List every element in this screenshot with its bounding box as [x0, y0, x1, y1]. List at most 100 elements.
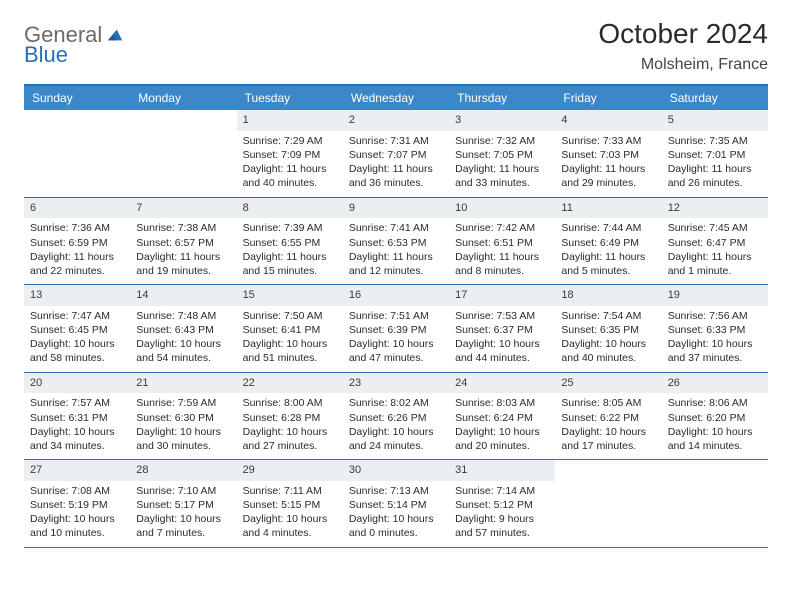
day-cell [662, 460, 768, 547]
day-cell: 29Sunrise: 7:11 AMSunset: 5:15 PMDayligh… [237, 460, 343, 547]
day-body: Sunrise: 7:44 AMSunset: 6:49 PMDaylight:… [555, 218, 661, 284]
daylight-line: Daylight: 10 hours and 7 minutes. [136, 512, 230, 540]
month-title: October 2024 [598, 18, 768, 50]
sunset-line: Sunset: 7:09 PM [243, 148, 337, 162]
sunrise-line: Sunrise: 7:13 AM [349, 484, 443, 498]
day-number: 6 [24, 198, 130, 219]
sunrise-line: Sunrise: 7:45 AM [668, 221, 762, 235]
week-row: 6Sunrise: 7:36 AMSunset: 6:59 PMDaylight… [24, 198, 768, 286]
sunset-line: Sunset: 7:05 PM [455, 148, 549, 162]
day-body: Sunrise: 8:00 AMSunset: 6:28 PMDaylight:… [237, 393, 343, 459]
sunset-line: Sunset: 5:14 PM [349, 498, 443, 512]
day-cell [24, 110, 130, 197]
day-body: Sunrise: 7:10 AMSunset: 5:17 PMDaylight:… [130, 481, 236, 547]
day-number: 7 [130, 198, 236, 219]
daylight-line: Daylight: 10 hours and 0 minutes. [349, 512, 443, 540]
daylight-line: Daylight: 11 hours and 26 minutes. [668, 162, 762, 190]
day-cell: 19Sunrise: 7:56 AMSunset: 6:33 PMDayligh… [662, 285, 768, 372]
sunset-line: Sunset: 6:26 PM [349, 411, 443, 425]
day-cell: 14Sunrise: 7:48 AMSunset: 6:43 PMDayligh… [130, 285, 236, 372]
sunrise-line: Sunrise: 7:57 AM [30, 396, 124, 410]
sunset-line: Sunset: 6:35 PM [561, 323, 655, 337]
calendar-page: General Blue October 2024 Molsheim, Fran… [0, 0, 792, 566]
day-body: Sunrise: 7:33 AMSunset: 7:03 PMDaylight:… [555, 131, 661, 197]
day-cell: 22Sunrise: 8:00 AMSunset: 6:28 PMDayligh… [237, 373, 343, 460]
day-cell: 3Sunrise: 7:32 AMSunset: 7:05 PMDaylight… [449, 110, 555, 197]
day-number: 3 [449, 110, 555, 131]
day-body: Sunrise: 7:31 AMSunset: 7:07 PMDaylight:… [343, 131, 449, 197]
day-number: 2 [343, 110, 449, 131]
sunset-line: Sunset: 6:45 PM [30, 323, 124, 337]
day-number: 17 [449, 285, 555, 306]
day-number: 9 [343, 198, 449, 219]
day-cell: 16Sunrise: 7:51 AMSunset: 6:39 PMDayligh… [343, 285, 449, 372]
sunrise-line: Sunrise: 7:56 AM [668, 309, 762, 323]
header: General Blue October 2024 Molsheim, Fran… [24, 18, 768, 74]
sunrise-line: Sunrise: 7:42 AM [455, 221, 549, 235]
sunrise-line: Sunrise: 7:29 AM [243, 134, 337, 148]
daylight-line: Daylight: 10 hours and 51 minutes. [243, 337, 337, 365]
day-body: Sunrise: 7:36 AMSunset: 6:59 PMDaylight:… [24, 218, 130, 284]
daylight-line: Daylight: 11 hours and 15 minutes. [243, 250, 337, 278]
daylight-line: Daylight: 11 hours and 12 minutes. [349, 250, 443, 278]
sunset-line: Sunset: 6:37 PM [455, 323, 549, 337]
day-body: Sunrise: 8:05 AMSunset: 6:22 PMDaylight:… [555, 393, 661, 459]
day-body: Sunrise: 7:08 AMSunset: 5:19 PMDaylight:… [24, 481, 130, 547]
sunset-line: Sunset: 6:43 PM [136, 323, 230, 337]
day-number: 16 [343, 285, 449, 306]
weekday-header: Thursday [449, 86, 555, 110]
sunset-line: Sunset: 6:59 PM [30, 236, 124, 250]
sunrise-line: Sunrise: 7:10 AM [136, 484, 230, 498]
sunrise-line: Sunrise: 7:53 AM [455, 309, 549, 323]
day-body: Sunrise: 7:57 AMSunset: 6:31 PMDaylight:… [24, 393, 130, 459]
day-body: Sunrise: 7:53 AMSunset: 6:37 PMDaylight:… [449, 306, 555, 372]
sunrise-line: Sunrise: 7:44 AM [561, 221, 655, 235]
day-number: 14 [130, 285, 236, 306]
sunrise-line: Sunrise: 7:41 AM [349, 221, 443, 235]
day-body: Sunrise: 7:51 AMSunset: 6:39 PMDaylight:… [343, 306, 449, 372]
sunset-line: Sunset: 6:57 PM [136, 236, 230, 250]
day-number: 31 [449, 460, 555, 481]
sunset-line: Sunset: 7:01 PM [668, 148, 762, 162]
daylight-line: Daylight: 9 hours and 57 minutes. [455, 512, 549, 540]
day-body: Sunrise: 7:14 AMSunset: 5:12 PMDaylight:… [449, 481, 555, 547]
triangle-icon [106, 26, 124, 44]
daylight-line: Daylight: 11 hours and 5 minutes. [561, 250, 655, 278]
day-number: 22 [237, 373, 343, 394]
day-cell: 24Sunrise: 8:03 AMSunset: 6:24 PMDayligh… [449, 373, 555, 460]
daylight-line: Daylight: 10 hours and 44 minutes. [455, 337, 549, 365]
sunrise-line: Sunrise: 7:38 AM [136, 221, 230, 235]
day-cell: 10Sunrise: 7:42 AMSunset: 6:51 PMDayligh… [449, 198, 555, 285]
day-number: 13 [24, 285, 130, 306]
weekday-header: Sunday [24, 86, 130, 110]
day-body: Sunrise: 7:35 AMSunset: 7:01 PMDaylight:… [662, 131, 768, 197]
day-body: Sunrise: 7:50 AMSunset: 6:41 PMDaylight:… [237, 306, 343, 372]
week-row: 20Sunrise: 7:57 AMSunset: 6:31 PMDayligh… [24, 373, 768, 461]
day-number: 12 [662, 198, 768, 219]
week-row: 13Sunrise: 7:47 AMSunset: 6:45 PMDayligh… [24, 285, 768, 373]
calendar-grid: SundayMondayTuesdayWednesdayThursdayFrid… [24, 84, 768, 548]
sunrise-line: Sunrise: 7:14 AM [455, 484, 549, 498]
weekday-header: Wednesday [343, 86, 449, 110]
day-number: 27 [24, 460, 130, 481]
week-row: 1Sunrise: 7:29 AMSunset: 7:09 PMDaylight… [24, 110, 768, 198]
sunset-line: Sunset: 6:22 PM [561, 411, 655, 425]
day-number: 26 [662, 373, 768, 394]
sunset-line: Sunset: 6:31 PM [30, 411, 124, 425]
daylight-line: Daylight: 10 hours and 34 minutes. [30, 425, 124, 453]
daylight-line: Daylight: 11 hours and 1 minute. [668, 250, 762, 278]
day-cell: 31Sunrise: 7:14 AMSunset: 5:12 PMDayligh… [449, 460, 555, 547]
week-row: 27Sunrise: 7:08 AMSunset: 5:19 PMDayligh… [24, 460, 768, 548]
sunset-line: Sunset: 7:03 PM [561, 148, 655, 162]
daylight-line: Daylight: 10 hours and 14 minutes. [668, 425, 762, 453]
day-cell: 5Sunrise: 7:35 AMSunset: 7:01 PMDaylight… [662, 110, 768, 197]
daylight-line: Daylight: 10 hours and 24 minutes. [349, 425, 443, 453]
title-block: October 2024 Molsheim, France [598, 18, 768, 74]
day-cell: 1Sunrise: 7:29 AMSunset: 7:09 PMDaylight… [237, 110, 343, 197]
day-number: 10 [449, 198, 555, 219]
day-number: 23 [343, 373, 449, 394]
sunset-line: Sunset: 6:33 PM [668, 323, 762, 337]
day-cell: 13Sunrise: 7:47 AMSunset: 6:45 PMDayligh… [24, 285, 130, 372]
day-body: Sunrise: 8:03 AMSunset: 6:24 PMDaylight:… [449, 393, 555, 459]
day-number: 11 [555, 198, 661, 219]
